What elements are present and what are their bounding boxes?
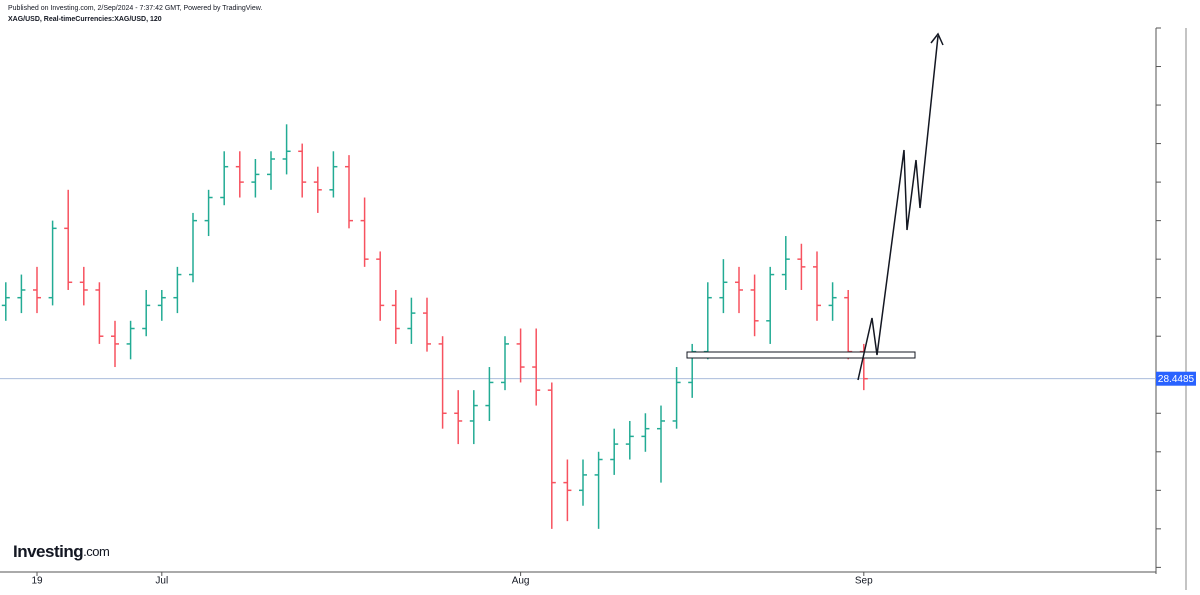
last-price-box <box>1156 371 1196 386</box>
plot <box>0 27 1161 576</box>
symbol-label: XAG/USD, Real-timeCurrencies:XAG/USD, 12… <box>8 16 162 23</box>
projection-path <box>857 35 939 381</box>
last-price-label: 28.4485 <box>1158 374 1195 385</box>
support-zone <box>686 351 916 359</box>
x-tick-label: Sep <box>855 576 873 587</box>
logo-suffix: .com <box>83 544 109 559</box>
x-tick-label: Jul <box>155 576 168 587</box>
published-note: Published on Investing.com, 2/Sep/2024 -… <box>8 5 262 12</box>
logo-brand-text: Investing <box>13 542 83 561</box>
projection-arrowhead <box>930 32 944 46</box>
logo-brand: Investing.com <box>13 542 109 561</box>
logo: Investing.com <box>13 542 110 561</box>
x-tick-label: Aug <box>512 576 530 587</box>
x-tick-label: 19 <box>31 576 43 587</box>
